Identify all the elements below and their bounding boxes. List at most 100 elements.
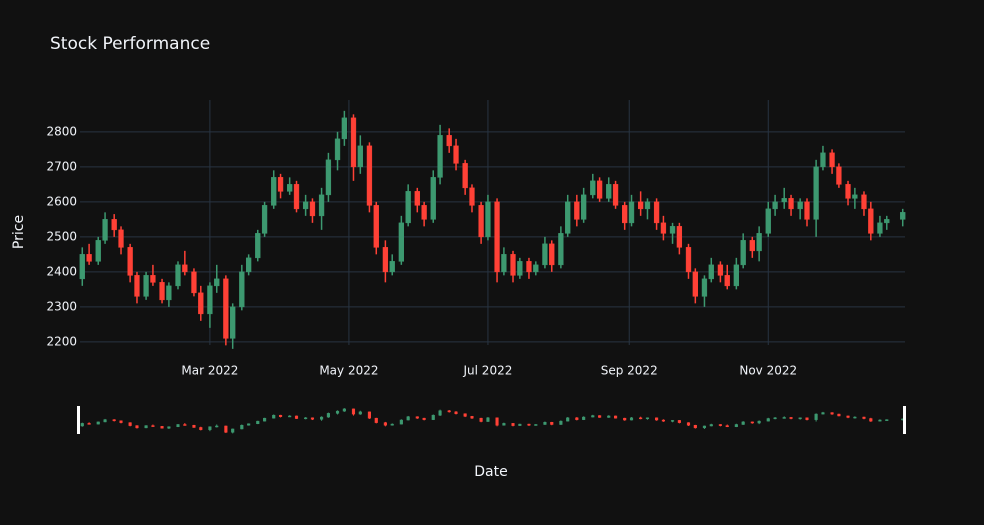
candle-body — [350, 117, 357, 168]
candle-body — [438, 410, 442, 416]
candle-body — [318, 194, 325, 217]
candle-body — [214, 278, 220, 287]
candle-body — [829, 152, 835, 168]
candle-body — [453, 145, 459, 164]
y-tick-label: 2300 — [46, 299, 77, 313]
candle-body — [176, 424, 180, 427]
plot-area — [79, 110, 906, 349]
candle-body — [151, 425, 155, 427]
candle-body — [534, 424, 538, 426]
candle-body — [884, 219, 890, 224]
candle-body — [676, 226, 683, 248]
candle-body — [95, 240, 101, 262]
y-tick-label: 2700 — [46, 159, 77, 173]
candle-body — [366, 145, 373, 206]
candle-body — [447, 410, 451, 413]
candle-body — [789, 417, 793, 419]
candle-body — [670, 420, 675, 422]
candle-body — [383, 422, 387, 426]
candle-body — [543, 422, 547, 425]
candle-body — [724, 275, 730, 287]
candle-body — [518, 423, 522, 426]
candle-body — [144, 425, 148, 429]
candle-body — [788, 198, 794, 210]
candle-body — [382, 247, 389, 273]
candle-body — [575, 417, 579, 420]
candle-body — [622, 205, 628, 224]
x-tick-label: Jul 2022 — [463, 364, 513, 378]
candle-body — [166, 285, 172, 301]
candle-body — [341, 117, 348, 140]
candle-body — [869, 418, 873, 422]
candle-body — [820, 152, 826, 168]
candle-body — [167, 426, 171, 429]
candle-body — [143, 275, 149, 297]
candle-body — [852, 194, 858, 199]
candle-body — [470, 416, 474, 419]
x-tick-label: Nov 2022 — [739, 364, 797, 378]
candle-body — [463, 413, 467, 417]
candle-body — [230, 306, 236, 339]
candle-body — [853, 416, 857, 419]
range-handle-right[interactable] — [903, 406, 906, 434]
candle-body — [623, 417, 627, 421]
candle-body — [334, 138, 341, 161]
candle-body — [565, 201, 571, 234]
candle-body — [797, 201, 803, 210]
candle-body — [287, 184, 293, 192]
candle-body — [288, 415, 292, 418]
candle-body — [390, 423, 394, 426]
candle-body — [702, 425, 707, 429]
candle-body — [240, 424, 244, 430]
candle-body — [781, 198, 787, 203]
y-tick-label: 2600 — [46, 194, 77, 208]
candle-body — [224, 425, 228, 433]
candle-body — [272, 414, 276, 419]
candle-body — [175, 264, 181, 287]
candle-body — [309, 201, 316, 217]
candle-body — [469, 187, 475, 206]
chart-title: Stock Performance — [50, 34, 210, 54]
candle-body — [661, 419, 665, 422]
x-axis-title: Date — [474, 464, 507, 480]
range-handle-left[interactable] — [77, 406, 80, 434]
candle-body — [581, 194, 587, 220]
candle-body — [79, 254, 85, 280]
candle-body — [304, 417, 308, 420]
candle-body — [159, 282, 165, 301]
candle-body — [591, 415, 595, 418]
candle-body — [415, 416, 419, 419]
candle-body — [782, 417, 786, 419]
candle-body — [558, 233, 564, 266]
range-slider[interactable] — [79, 404, 906, 436]
candle-body — [245, 257, 252, 273]
candle-body — [606, 184, 612, 199]
candle-body — [653, 201, 660, 224]
candle-body — [277, 177, 284, 192]
candle-body — [862, 416, 866, 419]
candle-body — [351, 408, 356, 415]
candle-body — [119, 420, 123, 423]
candle-body — [574, 201, 580, 220]
candle-body — [542, 243, 548, 266]
candle-body — [462, 163, 468, 189]
candle-body — [708, 264, 714, 280]
candle-body — [261, 205, 268, 234]
candle-body — [559, 420, 563, 425]
candle-body — [389, 261, 395, 273]
x-tick-label: Mar 2022 — [181, 364, 238, 378]
candle-body — [182, 264, 188, 273]
candle-body — [741, 421, 745, 425]
candle-body — [223, 278, 229, 339]
candle-body — [430, 177, 436, 220]
candle-body — [80, 423, 84, 427]
candle-body — [590, 180, 596, 196]
candle-body — [111, 219, 117, 231]
candle-body — [669, 226, 676, 234]
candle-body — [422, 417, 426, 420]
candle-body — [511, 423, 515, 426]
candle-body — [805, 417, 809, 420]
candle-body — [367, 411, 372, 419]
